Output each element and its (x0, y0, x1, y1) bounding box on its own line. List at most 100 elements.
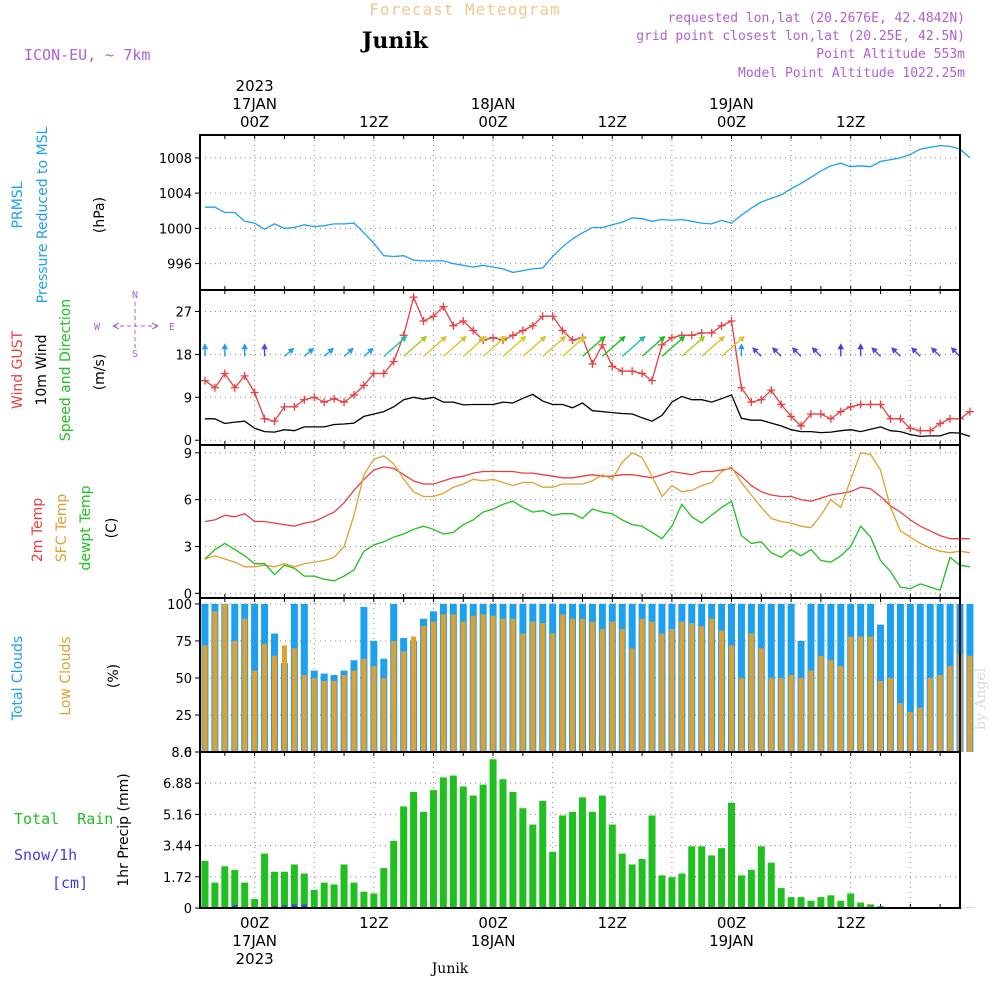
y-tick-label: 8.6 (171, 746, 192, 761)
wind-arrow (641, 336, 666, 357)
pressure-labels: PRMSL Pressure Reduced to MSL (hPa) (10, 126, 108, 303)
rain-bar (728, 802, 736, 908)
wind-arrow-head (347, 347, 354, 355)
rain-bar (499, 779, 507, 908)
rain-bar (439, 777, 447, 908)
time-label-bottom: 00Z (478, 914, 507, 932)
model-label: ICON-EU, ~ 7km (24, 46, 150, 64)
series-line-sfc-temp (204, 452, 970, 568)
low-cloud-bar (202, 645, 208, 752)
rain-bar (598, 795, 606, 908)
wind-arrow (562, 336, 586, 357)
gust-marker (826, 414, 835, 423)
total-cloud-bar (916, 603, 924, 752)
compass-east: E (169, 322, 175, 333)
low-cloud-bar (967, 655, 973, 752)
gust-marker (548, 312, 557, 321)
wind-arrow-head (400, 335, 408, 343)
low-cloud-bar (778, 677, 784, 752)
y-tick-label: 75 (175, 635, 192, 650)
low-cloud-bar (550, 633, 556, 752)
wind-arrow-head (658, 335, 666, 343)
low-cloud-bar (609, 621, 615, 752)
wind-unit: (m/s) (92, 354, 108, 391)
wind-arrow-head (307, 347, 315, 355)
wind-arrow-head (479, 335, 487, 343)
gust-marker (330, 394, 339, 403)
gust-marker (409, 293, 418, 302)
low-cloud-bar (599, 629, 605, 752)
gust-marker (777, 400, 786, 409)
low-cloud-bar (689, 623, 695, 752)
low-cloud-bar (798, 677, 804, 752)
gust-marker (717, 321, 726, 330)
low-cloud-bar (351, 670, 357, 752)
gust-marker (349, 390, 358, 399)
low-cloud-bar (321, 680, 327, 752)
rain-bar (271, 871, 279, 908)
low-cloud-bar (699, 626, 705, 752)
wind-arrow-head (638, 335, 646, 343)
gust-marker (469, 326, 478, 335)
y-tick-label: 6.88 (163, 777, 192, 792)
time-label-bottom: 00Z (240, 914, 269, 932)
low-cloud-bar (470, 615, 476, 752)
wind-arrow-head (201, 343, 209, 350)
low-cloud-bar (629, 648, 635, 752)
wind-arrow (701, 336, 725, 357)
low-cloud-bar (808, 670, 814, 752)
gust-marker (220, 369, 229, 378)
rain-bar (777, 888, 785, 908)
gust-marker (965, 407, 974, 416)
rain-bar (688, 846, 696, 908)
wind-arrow-head (930, 347, 938, 354)
gust-marker (747, 398, 756, 407)
precip-unit: 1hr Precip (mm) (116, 773, 132, 886)
compass-west: W (94, 322, 101, 333)
gust-marker (697, 328, 706, 337)
snow-bar (281, 905, 287, 908)
time-label-bottom: 2023 (236, 950, 274, 968)
y-tick-label: 9 (184, 447, 192, 462)
panel-background (200, 135, 960, 290)
pressure-unit: (hPa) (92, 197, 108, 233)
low-cloud-bar (510, 618, 516, 752)
gust-marker (667, 333, 676, 342)
low-cloud-bar (758, 648, 764, 752)
rain-bar (519, 808, 527, 908)
rain-bar (618, 853, 626, 908)
temp-label-2m: 2m Temp (30, 498, 46, 562)
rain-bar (201, 860, 209, 908)
gust-marker (866, 400, 875, 409)
gust-marker (846, 402, 855, 411)
rain-bar (847, 893, 855, 908)
rain-bar (251, 898, 259, 908)
gust-marker (459, 317, 468, 325)
low-cloud-bar (659, 633, 665, 752)
y-tick-label: 0 (184, 587, 192, 602)
wind-arrow (601, 336, 626, 357)
gust-marker (419, 317, 428, 325)
series-line-dewpt-temp (204, 500, 971, 592)
wind-arrow (423, 336, 447, 357)
low-cloud-bar (768, 677, 774, 752)
wind-arrow-head (752, 347, 759, 354)
low-cloud-bar (897, 703, 903, 752)
wind-arrow (661, 336, 685, 357)
low-cloud-bar (838, 666, 844, 752)
gust-marker (926, 426, 935, 435)
model-altitude: Model Point Altitude 1022.25m (738, 66, 965, 81)
gust-marker (608, 362, 617, 371)
gust-marker (836, 407, 845, 416)
low-cloud-bar (371, 666, 377, 752)
compass-south: S (132, 349, 138, 360)
gust-marker (628, 367, 637, 376)
rain-bar (320, 882, 328, 908)
time-label-top: 12Z (598, 113, 627, 131)
cloud-unit: (%) (106, 664, 122, 688)
low-cloud-bar (858, 636, 864, 752)
low-cloud-bar (411, 636, 417, 752)
y-tick-label: 27 (175, 305, 192, 320)
gust-marker (886, 414, 895, 423)
low-cloud-bar (649, 621, 655, 752)
